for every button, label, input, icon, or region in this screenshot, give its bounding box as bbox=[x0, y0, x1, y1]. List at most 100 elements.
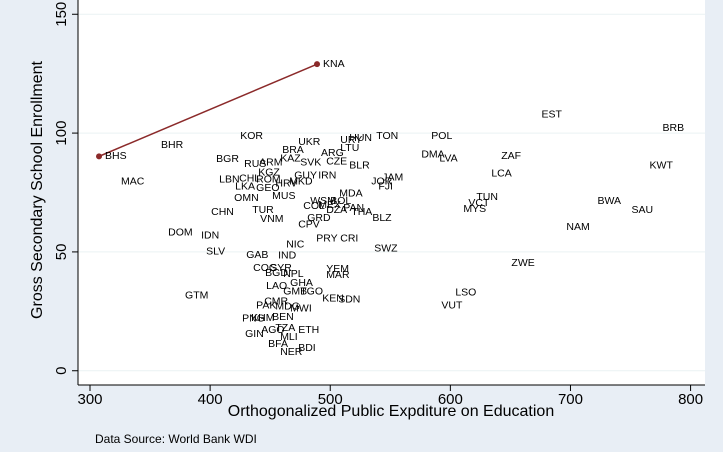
point-label: LVA bbox=[439, 152, 457, 164]
point-label: AGO bbox=[261, 324, 284, 336]
point-label: TUR bbox=[252, 204, 274, 216]
point-label: DOM bbox=[168, 226, 193, 238]
point-label: NAM bbox=[566, 221, 589, 233]
point-label: LAO bbox=[266, 280, 287, 292]
point-label: MKD bbox=[289, 176, 313, 188]
point-label: COL bbox=[303, 200, 325, 212]
point-label: JAM bbox=[382, 172, 403, 184]
point-label: BEN bbox=[272, 311, 294, 323]
point-label: BFA bbox=[268, 338, 288, 350]
point-label: SVK bbox=[300, 156, 321, 168]
point-label: CZE bbox=[326, 155, 347, 167]
point-label: CMR bbox=[264, 295, 288, 307]
point-label: MEX bbox=[318, 199, 341, 211]
point-label: MAR bbox=[326, 269, 350, 281]
x-tick-label: 700 bbox=[558, 391, 583, 408]
point-label: GTM bbox=[185, 289, 208, 301]
point-label: SDN bbox=[338, 293, 360, 305]
point-label: PAK bbox=[256, 299, 276, 311]
point-label: MDG bbox=[275, 301, 300, 313]
point-label: CHL bbox=[239, 172, 260, 184]
point-label: MLI bbox=[280, 331, 298, 343]
point-label: BHR bbox=[161, 139, 184, 151]
point-label: SYR bbox=[270, 262, 292, 274]
point-label: ZAF bbox=[501, 150, 521, 162]
point-label: KHM bbox=[251, 312, 274, 324]
point-label: ZWE bbox=[511, 257, 534, 269]
point-label: LKA bbox=[235, 181, 255, 193]
point-label: BLZ bbox=[372, 212, 392, 224]
point-label: KNA bbox=[323, 58, 345, 70]
point-label: GAB bbox=[246, 249, 268, 261]
point-label: KEN bbox=[322, 293, 344, 305]
point-label: IRN bbox=[318, 169, 336, 181]
point-label: HUN bbox=[349, 132, 372, 144]
y-tick-label: 150 bbox=[53, 2, 70, 27]
point-label: BRB bbox=[663, 122, 685, 134]
point-label: PAN bbox=[343, 202, 364, 214]
point-label: LSO bbox=[455, 286, 476, 298]
point-label: BRA bbox=[282, 144, 304, 156]
point-label: HRV bbox=[275, 178, 297, 190]
point-label: CHN bbox=[211, 206, 234, 218]
point-label: BGD bbox=[265, 267, 288, 279]
point-label: PNG bbox=[242, 313, 265, 325]
y-tick-label: 100 bbox=[53, 121, 70, 146]
point-label: GEO bbox=[256, 182, 279, 194]
point-label: IDN bbox=[201, 230, 219, 242]
point-label: BWA bbox=[598, 195, 622, 207]
point-label: BOL bbox=[330, 195, 351, 207]
point-label: ETH bbox=[298, 324, 319, 336]
point-label: KGZ bbox=[258, 167, 280, 179]
point-label: MUS bbox=[272, 190, 295, 202]
point-label: EST bbox=[541, 109, 562, 121]
point-label: TGO bbox=[300, 285, 323, 297]
point-label: GRD bbox=[307, 212, 331, 224]
point-label: IND bbox=[278, 250, 297, 262]
point-label: SWZ bbox=[374, 243, 398, 255]
point-label: LBN bbox=[219, 174, 239, 186]
point-label: BLR bbox=[349, 159, 370, 171]
point-label: ARG bbox=[321, 147, 344, 159]
point-label: KAZ bbox=[280, 152, 301, 164]
point-label: COG bbox=[253, 262, 277, 274]
point-label: TZA bbox=[275, 322, 295, 334]
y-tick-label: 50 bbox=[53, 244, 70, 261]
marker bbox=[314, 61, 321, 68]
point-label: UKR bbox=[298, 136, 321, 148]
x-tick-label: 300 bbox=[77, 391, 102, 408]
point-label: SLV bbox=[206, 246, 225, 258]
point-label: NER bbox=[280, 346, 303, 358]
point-label: NPL bbox=[283, 268, 304, 280]
point-label: TON bbox=[376, 130, 398, 142]
point-label: NIC bbox=[286, 239, 305, 251]
point-label: WSM bbox=[310, 195, 336, 207]
point-label: ROM bbox=[256, 174, 281, 186]
x-tick-label: 800 bbox=[678, 391, 703, 408]
point-label: DZA bbox=[326, 204, 347, 216]
point-label: THA bbox=[351, 206, 372, 218]
plot-region bbox=[78, 0, 705, 385]
point-label: POL bbox=[431, 130, 452, 142]
point-label: FJI bbox=[378, 181, 393, 193]
x-tick-label: 600 bbox=[438, 391, 463, 408]
point-label: MWI bbox=[290, 302, 312, 314]
point-label: GMB bbox=[283, 285, 307, 297]
point-label: MAC bbox=[121, 176, 145, 188]
marker bbox=[96, 153, 103, 160]
note: Data Source: World Bank WDI bbox=[95, 432, 257, 446]
point-label: DMA bbox=[421, 148, 444, 160]
point-label: SAU bbox=[632, 204, 654, 216]
point-label: CPV bbox=[298, 218, 320, 230]
y-tick-label: 0 bbox=[53, 367, 70, 375]
point-label: KOR bbox=[240, 130, 263, 142]
point-label: CRI bbox=[340, 232, 358, 244]
point-label: ARM bbox=[259, 156, 282, 168]
point-label: BDI bbox=[298, 342, 316, 354]
point-label: LTU bbox=[340, 142, 359, 154]
x-tick-label: 500 bbox=[318, 391, 343, 408]
point-label: KWT bbox=[650, 159, 674, 171]
point-label: GIN bbox=[245, 328, 264, 340]
